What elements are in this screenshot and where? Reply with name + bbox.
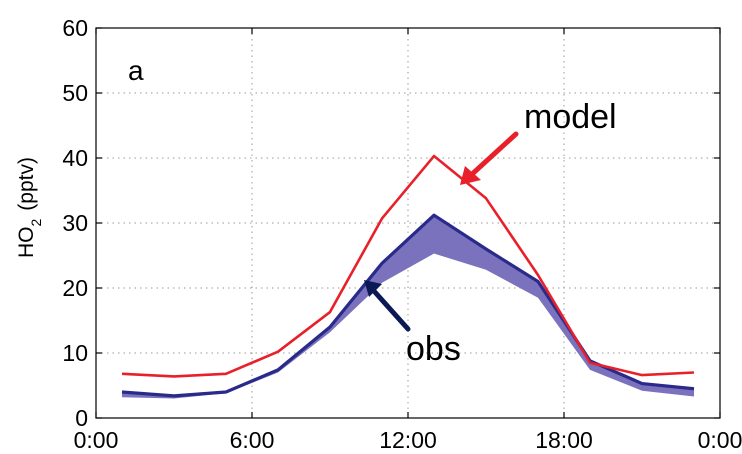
- y-tick-label: 50: [62, 80, 88, 106]
- obs-arrow-head: [364, 280, 382, 297]
- y-tick-label: 20: [62, 275, 88, 301]
- annotations: model obs: [364, 98, 617, 368]
- x-tick-labels: 0:00 6:00 12:00 18:00 0:00: [74, 427, 742, 453]
- x-tick-label: 18:00: [535, 427, 593, 453]
- gridlines: [96, 28, 720, 418]
- svg-text:HO2(pptv): HO2 (pptv): [15, 157, 44, 258]
- obs-band-layer: [122, 215, 694, 399]
- y-tick-label: 10: [62, 340, 88, 366]
- obs-arrow: [371, 288, 411, 332]
- model-arrow: [467, 131, 519, 179]
- obs-annotation-label: obs: [406, 330, 461, 368]
- y-tick-label: 40: [62, 145, 88, 171]
- y-axis-label-subscript: 2: [28, 219, 44, 227]
- model-annotation-label: model: [524, 98, 617, 136]
- y-tick-labels: 0 10 20 30 40 50 60: [62, 15, 88, 431]
- axis-ticks: [95, 27, 721, 419]
- y-axis-label-main: HO: [15, 227, 38, 259]
- x-tick-label: 0:00: [74, 427, 119, 453]
- y-axis-label-unit: (pptv): [15, 157, 38, 211]
- panel-label: a: [128, 55, 144, 86]
- series-lines: [121, 154, 695, 398]
- model-series-line: [121, 154, 695, 378]
- obs-range-band: [122, 215, 694, 399]
- y-tick-label: 30: [62, 210, 88, 236]
- y-tick-label: 60: [62, 15, 88, 41]
- y-axis-label: HO2 (pptv): [15, 157, 44, 258]
- model-arrow-head: [460, 166, 481, 185]
- x-tick-label: 12:00: [379, 427, 437, 453]
- y-tick-label: 0: [75, 405, 88, 431]
- x-tick-label: 6:00: [230, 427, 275, 453]
- x-tick-label: 0:00: [698, 427, 742, 453]
